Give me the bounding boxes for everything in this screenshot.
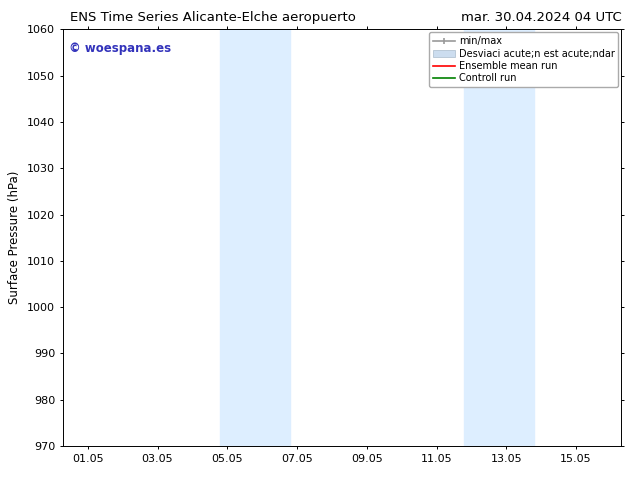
Text: mar. 30.04.2024 04 UTC: mar. 30.04.2024 04 UTC: [460, 11, 621, 24]
Bar: [464, 29, 534, 446]
Text: ENS Time Series Alicante-Elche aeropuerto: ENS Time Series Alicante-Elche aeropuert…: [70, 11, 356, 24]
Bar: [220, 29, 290, 446]
Y-axis label: Surface Pressure (hPa): Surface Pressure (hPa): [8, 171, 22, 304]
Text: © woespana.es: © woespana.es: [69, 42, 171, 55]
Legend: min/max, Desviaci acute;n est acute;ndar, Ensemble mean run, Controll run: min/max, Desviaci acute;n est acute;ndar…: [429, 32, 618, 87]
